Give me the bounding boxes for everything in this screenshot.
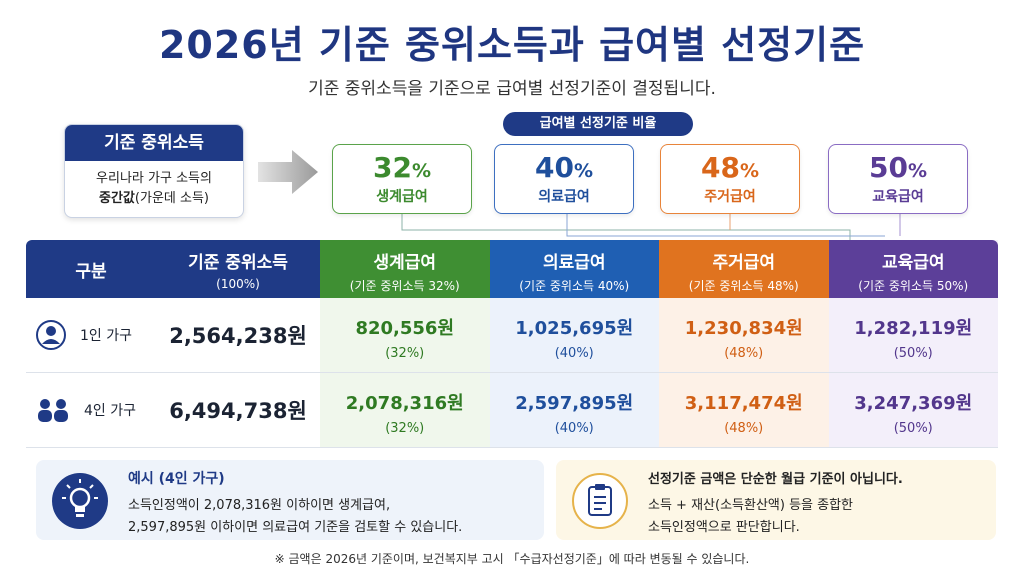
person-icon [36,320,66,350]
base-median-column: 기준 중위소득 (100%) 2,564,238원 6,494,738원 [156,240,320,448]
ratio-card-3: 48% 주거급여 [660,144,800,214]
benefit-amount: 3,117,474원 [684,393,803,414]
example-line2: 2,597,895원 이하이면 의료급여 기준을 검토할 수 있습니다. [128,520,463,535]
benefit-header: 주거급여 (기준 중위소득 48%) [659,240,829,298]
header-base-title: 기준 중위소득 [188,253,288,273]
example-box: 예시 (4인 가구) 소득인정액이 2,078,316원 이하이면 생계급여, … [36,460,544,540]
row-header-column: 구분 1인 가구 4인 가구 [26,240,156,448]
benefit-percent: (32%) [385,346,425,361]
benefit-amount: 1,025,695원 [515,318,634,339]
benefit-amount: 820,556원 [355,318,455,339]
row-label-2-text: 4인 가구 [84,403,136,419]
family-icon [38,399,68,422]
median-income-bold: 중간값 [99,191,135,206]
note-line2: 소득인정액으로 판단합니다. [648,520,800,535]
benefit-percent: (32%) [385,421,425,436]
clipboard-icon [572,473,628,529]
benefit-cell: 3,247,369원 (50%) [828,373,998,448]
benefit-cell: 1,025,695원 (40%) [489,298,659,373]
median-income-line1: 우리나라 가구 소득의 [96,171,212,186]
benefit-percent: (40%) [554,421,594,436]
row-label-1-text: 1인 가구 [80,328,132,344]
lightbulb-icon [52,473,108,529]
benefit-amount: 2,078,316원 [345,393,464,414]
benefit-percent: (48%) [724,346,764,361]
ratio-card-name: 주거급여 [704,189,756,205]
benefit-percent: (40%) [554,346,594,361]
ratio-card-name: 교육급여 [872,189,924,205]
ratio-card-name: 의료급여 [538,189,590,205]
benefit-amount: 3,247,369원 [854,393,973,414]
example-title: 예시 (4인 가구) [128,471,225,487]
header-base-sub: (100%) [216,277,260,291]
benefit-column-2: 의료급여 (기준 중위소득 40%) 1,025,695원 (40%) 2,597,89… [489,240,659,448]
note-title: 선정기준 금액은 단순한 월급 기준이 아닙니다. [648,472,903,487]
page-subtitle: 기준 중위소득을 기준으로 급여별 선정기준이 결정됩니다. [308,79,716,99]
benefit-cell: 3,117,474원 (48%) [659,373,829,448]
benefit-amount: 2,597,895원 [515,393,634,414]
benefit-column-3: 주거급여 (기준 중위소득 48%) 1,230,834원 (48%) 3,117,47… [659,240,829,448]
benefit-cell: 1,282,119원 (50%) [828,298,998,373]
benefit-header-title: 교육급여 [881,253,945,273]
ratio-card-pct: 50% [868,151,927,184]
footnote: ※ 금액은 2026년 기준이며, 보건복지부 고시 「수급자선정기준」에 따라… [274,552,750,566]
benefit-cell: 2,078,316원 (32%) [320,373,490,448]
benefit-header-title: 생계급여 [373,253,437,273]
header-base-median: 기준 중위소득 (100%) [156,240,320,298]
base-value-1: 2,564,238원 [156,298,320,373]
benefit-header-sub: (기준 중위소득 48%) [688,279,799,293]
header-gubun: 구분 [26,240,156,298]
benefit-header-sub: (기준 중위소득 40%) [519,279,630,293]
benefit-column-4: 교육급여 (기준 중위소득 50%) 1,282,119원 (50%) 3,247,36… [828,240,998,448]
median-income-header: 기준 중위소득 [65,125,243,161]
row-label-2: 4인 가구 [26,373,156,448]
base-value-2: 6,494,738원 [156,373,320,448]
note-box: 선정기준 금액은 단순한 월급 기준이 아닙니다. 소득 + 재산(소득환산액)… [556,460,996,540]
benefit-column-1: 생계급여 (기준 중위소득 32%) 820,556원 (32%) 2,078,316원… [320,240,490,448]
arrow-right-icon [258,150,318,194]
header-gubun-label: 구분 [75,261,107,282]
benefit-header-title: 의료급여 [542,253,606,273]
ratio-card-name: 생계급여 [376,189,428,205]
median-income-box: 기준 중위소득 우리나라 가구 소득의 중간값(가운데 소득) [64,124,244,218]
median-income-rest: (가운데 소득) [134,191,209,206]
benefit-header: 교육급여 (기준 중위소득 50%) [828,240,998,298]
median-income-line2: 중간값(가운데 소득) [65,189,243,209]
benefit-amount: 1,282,119원 [854,318,973,339]
median-income-body: 우리나라 가구 소득의 중간값(가운데 소득) [65,161,243,209]
ratio-card-pct: 40% [534,151,593,184]
page-title: 2026년 기준 중위소득과 급여별 선정기준 [158,23,866,67]
note-line1: 소득 + 재산(소득환산액) 등을 종합한 [648,498,854,513]
benefit-header-title: 주거급여 [712,253,776,273]
benefit-percent: (50%) [893,421,933,436]
row-label-1: 1인 가구 [26,298,156,373]
benefit-percent: (50%) [893,346,933,361]
benefit-header-sub: (기준 중위소득 32%) [349,279,460,293]
benefit-header: 의료급여 (기준 중위소득 40%) [489,240,659,298]
benefit-amount: 1,230,834원 [684,318,803,339]
criteria-table: 구분 1인 가구 4인 가구 기준 중위소득 (100%) 2,564,2 [26,240,998,448]
benefit-cell: 2,597,895원 (40%) [489,373,659,448]
benefit-header-sub: (기준 중위소득 50%) [858,279,969,293]
ratio-card-pct: 32% [372,151,431,184]
benefit-percent: (48%) [724,421,764,436]
benefit-cell: 820,556원 (32%) [320,298,490,373]
example-line1: 소득인정액이 2,078,316원 이하이면 생계급여, [128,498,391,513]
benefit-header: 생계급여 (기준 중위소득 32%) [320,240,490,298]
ratio-card-1: 32% 생계급여 [332,144,472,214]
ratio-card-pct: 48% [700,151,759,184]
ratio-card-2: 40% 의료급여 [494,144,634,214]
ratio-card-4: 50% 교육급여 [828,144,968,214]
ratio-label-pill: 급여별 선정기준 비율 [503,112,693,136]
benefit-cell: 1,230,834원 (48%) [659,298,829,373]
